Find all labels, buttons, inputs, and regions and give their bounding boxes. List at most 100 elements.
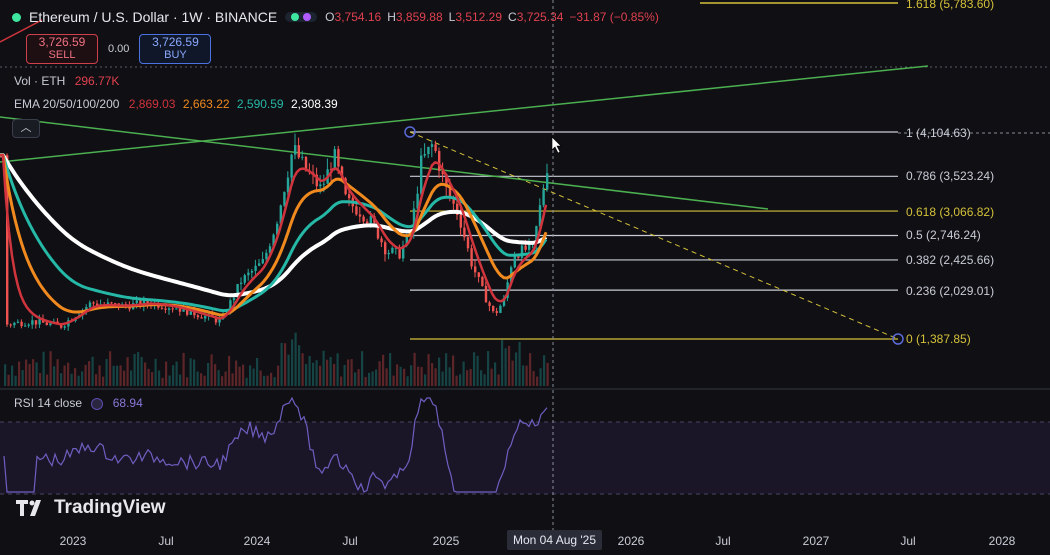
ema-label: EMA 20/50/100/200 xyxy=(14,97,120,111)
candle-body xyxy=(358,214,362,217)
candle-body xyxy=(175,308,178,310)
volume-bar xyxy=(298,345,301,386)
volume-bar xyxy=(357,369,360,386)
chevron-up-icon[interactable]: ︿ xyxy=(12,119,40,138)
volume-bar xyxy=(259,370,262,386)
rsi-legend[interactable]: RSI 14 close 68.94 xyxy=(14,396,143,410)
fib-level-0618: 0.618 (3,066.82) xyxy=(906,205,995,219)
candle-body xyxy=(513,256,516,268)
candle-body xyxy=(92,302,95,304)
volume-bar xyxy=(256,357,259,386)
volume-bar xyxy=(109,351,112,386)
volume-bar xyxy=(158,370,161,386)
volume-bar xyxy=(329,356,332,386)
volume-bar xyxy=(245,377,248,386)
buy-label: BUY xyxy=(164,49,187,61)
candle-body xyxy=(456,203,459,215)
candle-body xyxy=(319,184,322,187)
tradingview-mark-icon xyxy=(16,500,46,516)
volume-bar xyxy=(137,352,140,386)
ema-legend[interactable]: EMA 20/50/100/200 2,869.03 2,663.22 2,59… xyxy=(14,97,338,111)
volume-bar xyxy=(410,365,413,386)
volume-bar xyxy=(354,372,357,386)
symbol-title[interactable]: Ethereum / U.S. Dollar · 1W · BINANCE xyxy=(29,9,278,25)
volume-bar xyxy=(172,365,175,386)
volume-bar xyxy=(203,375,206,386)
candle-body xyxy=(398,247,401,259)
candle-body xyxy=(200,317,203,319)
candle-body xyxy=(538,205,542,227)
candle-body xyxy=(427,146,430,155)
candle-body xyxy=(34,320,38,325)
volume-bar xyxy=(140,357,143,386)
logo-text: TradingView xyxy=(54,497,166,518)
candle-body xyxy=(420,155,423,194)
candle-body xyxy=(333,149,336,170)
volume-bar xyxy=(7,374,10,386)
candle-body xyxy=(258,263,261,266)
status-dot-icon xyxy=(291,13,300,21)
volume-bar xyxy=(74,368,77,386)
volume-bar xyxy=(63,365,66,386)
volume-bar xyxy=(483,374,486,386)
candle-body xyxy=(114,303,117,305)
volume-bar xyxy=(539,368,542,386)
volume-bar xyxy=(319,365,322,386)
volume-bar xyxy=(60,373,63,386)
fib-level-1618: 1.618 (5,783.60) xyxy=(906,0,995,11)
candle-body xyxy=(402,245,405,259)
volume-bar xyxy=(11,365,14,386)
sell-button[interactable]: 3,726.59 SELL xyxy=(26,34,98,64)
candle-body xyxy=(362,216,365,222)
volume-bar xyxy=(515,352,518,386)
volume-bar xyxy=(116,365,119,386)
fib-level-0236: 0.236 (2,029.01) xyxy=(906,284,995,298)
volume-bar xyxy=(511,360,514,386)
volume-bar xyxy=(364,377,367,386)
volume-legend[interactable]: Vol · ETH 296.77K xyxy=(14,74,119,88)
candle-body xyxy=(463,227,466,238)
volume-bar xyxy=(238,366,241,386)
candle-body xyxy=(430,144,434,147)
pane-separator xyxy=(0,388,1050,390)
ema-20-line xyxy=(0,153,548,326)
candle-body xyxy=(477,272,480,277)
candle-body xyxy=(297,145,300,158)
candle-body xyxy=(434,144,437,152)
volume-bar xyxy=(266,375,269,386)
volume-bar xyxy=(403,368,406,386)
indicator-status-pill[interactable] xyxy=(285,12,318,22)
candle-body xyxy=(218,318,221,323)
volume-bar xyxy=(49,351,52,386)
volume-bar xyxy=(175,361,178,386)
volume-bar xyxy=(207,362,210,386)
volume-bar xyxy=(294,332,297,386)
volume-bar xyxy=(221,376,224,386)
volume-bar xyxy=(490,368,493,386)
candle-body xyxy=(495,311,498,313)
candle-body xyxy=(85,307,88,311)
volume-bar xyxy=(224,371,227,386)
candle-body xyxy=(391,247,394,253)
candle-body xyxy=(290,154,293,178)
candle-body xyxy=(301,156,304,158)
ascending-trendline xyxy=(0,65,929,163)
rsi-settings-icon[interactable] xyxy=(91,397,104,410)
volume-bar xyxy=(455,375,458,386)
alert-dot-icon xyxy=(303,13,312,21)
candle-body xyxy=(9,324,12,326)
candle-body xyxy=(441,170,444,175)
time-axis[interactable]: 2023 Jul 2024 Jul 2025 2026 Jul 2027 Jul… xyxy=(0,532,1050,552)
candle-body xyxy=(520,245,524,258)
candle-body xyxy=(229,300,232,313)
candle-body xyxy=(20,321,23,327)
candle-body xyxy=(279,205,282,224)
candle-body xyxy=(276,223,279,235)
candle-body xyxy=(294,145,297,155)
volume-bar xyxy=(494,362,497,386)
buy-button[interactable]: 3,726.59 BUY xyxy=(139,34,212,64)
candle-body xyxy=(344,178,347,195)
volume-bar xyxy=(452,355,455,386)
candle-body xyxy=(24,325,27,327)
